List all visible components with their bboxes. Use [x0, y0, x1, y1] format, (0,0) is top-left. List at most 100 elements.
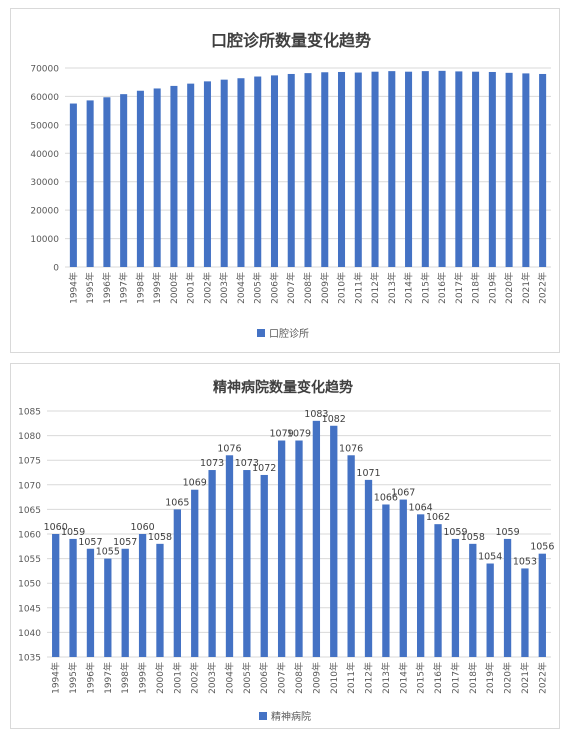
y-tick-label: 1040: [18, 629, 41, 639]
bar: [321, 72, 329, 267]
data-label: 1066: [374, 492, 398, 503]
x-tick-label: 1996年: [101, 272, 113, 304]
bar: [287, 73, 295, 267]
bar: [304, 73, 312, 267]
x-tick-label: 2010年: [336, 272, 348, 304]
y-tick-label: 30000: [30, 178, 59, 188]
bar: [220, 79, 228, 267]
data-label: 1057: [113, 537, 137, 548]
bar: [121, 548, 129, 657]
x-tick-label: 1999年: [151, 272, 163, 304]
bar: [208, 470, 216, 657]
x-tick-label: 2004年: [235, 272, 247, 304]
data-label: 1059: [495, 527, 519, 538]
y-tick-label: 40000: [30, 150, 59, 160]
bar: [277, 440, 286, 657]
bar: [86, 100, 94, 267]
bar: [254, 76, 262, 268]
y-tick-label: 1060: [18, 531, 41, 541]
x-tick-label: 1995年: [84, 272, 96, 304]
x-tick-label: 2001年: [171, 662, 183, 694]
bar: [120, 94, 128, 267]
bar: [522, 73, 530, 267]
data-label: 1056: [530, 542, 554, 553]
bar: [451, 538, 460, 657]
legend-swatch: [257, 329, 265, 337]
y-tick-label: 1035: [18, 654, 41, 664]
x-tick-label: 2015年: [415, 662, 427, 694]
x-tick-label: 2000年: [168, 272, 180, 304]
data-label: 1076: [217, 443, 241, 454]
data-label: 1054: [478, 552, 502, 563]
data-label: 1071: [356, 468, 380, 479]
bar: [505, 72, 513, 267]
legend-swatch: [259, 712, 267, 720]
x-tick-label: 2019年: [484, 662, 496, 694]
data-label: 1057: [78, 537, 102, 548]
bar: [421, 71, 429, 268]
x-tick-label: 1995年: [67, 662, 79, 694]
x-tick-label: 2021年: [519, 662, 531, 694]
data-label: 1079: [287, 429, 311, 440]
bar: [347, 455, 355, 657]
y-tick-label: 50000: [30, 121, 59, 131]
x-tick-label: 2013年: [386, 272, 398, 304]
data-label: 1060: [130, 522, 154, 533]
x-tick-label: 2009年: [319, 272, 331, 304]
bar: [371, 71, 379, 267]
x-tick-label: 1994年: [50, 662, 62, 694]
bar: [270, 75, 279, 268]
x-tick-label: 2006年: [268, 272, 280, 304]
x-tick-label: 1998年: [134, 272, 146, 304]
x-tick-label: 2016年: [436, 272, 448, 304]
x-tick-label: 2016年: [432, 662, 444, 694]
bar: [69, 538, 77, 657]
bar: [382, 504, 390, 657]
y-tick-label: 1075: [18, 457, 41, 467]
data-label: 1064: [409, 502, 433, 513]
x-tick-label: 2022年: [537, 272, 549, 304]
bar: [417, 514, 425, 657]
y-tick-label: 1045: [18, 604, 41, 614]
data-label: 1073: [235, 458, 259, 469]
clinic-chart: 口腔诊所数量变化趋势 0 10000 20000 30000 40000 50000 6000…: [30, 31, 551, 340]
y-tick-label: 10000: [30, 235, 59, 245]
data-label: 1053: [513, 556, 537, 567]
x-tick-label: 2000年: [154, 662, 166, 694]
bar: [191, 489, 199, 657]
bar: [538, 553, 546, 657]
x-tick-label: 2011年: [352, 272, 364, 304]
bar: [295, 440, 303, 657]
data-label: 1059: [443, 527, 467, 538]
y-tick-label: 1080: [18, 432, 41, 442]
x-tick-label: 2019年: [486, 272, 498, 304]
bar: [472, 71, 480, 267]
bar: [86, 548, 95, 657]
x-tick-label: 2008年: [293, 662, 305, 694]
bar: [170, 85, 178, 267]
bar: [225, 455, 234, 657]
bar: [243, 470, 251, 657]
x-tick-label: 2012年: [363, 662, 375, 694]
bar: [388, 71, 396, 268]
x-tick-label: 2002年: [189, 662, 201, 694]
chart-title: 口腔诊所数量变化趋势: [211, 31, 371, 50]
data-label: 1069: [183, 478, 207, 489]
legend-label: 精神病院: [271, 710, 311, 723]
x-tick-label: 2003年: [206, 662, 218, 694]
x-tick-label: 2003年: [218, 272, 230, 304]
x-tick-label: 2009年: [310, 662, 322, 694]
data-label: 1083: [304, 409, 328, 420]
x-tick-label: 2007年: [276, 662, 288, 694]
bar: [173, 509, 181, 657]
bar: [69, 103, 77, 268]
x-tick-label: 2001年: [185, 272, 197, 304]
x-tick-label: 2007年: [285, 272, 297, 304]
x-tick-label: 2020年: [502, 662, 514, 694]
legend-label: 口腔诊所: [269, 327, 309, 340]
x-tick-label: 2004年: [223, 662, 235, 694]
y-tick-label: 1065: [18, 506, 41, 516]
bar: [354, 72, 362, 267]
bar: [364, 479, 373, 657]
bar: [405, 71, 413, 267]
